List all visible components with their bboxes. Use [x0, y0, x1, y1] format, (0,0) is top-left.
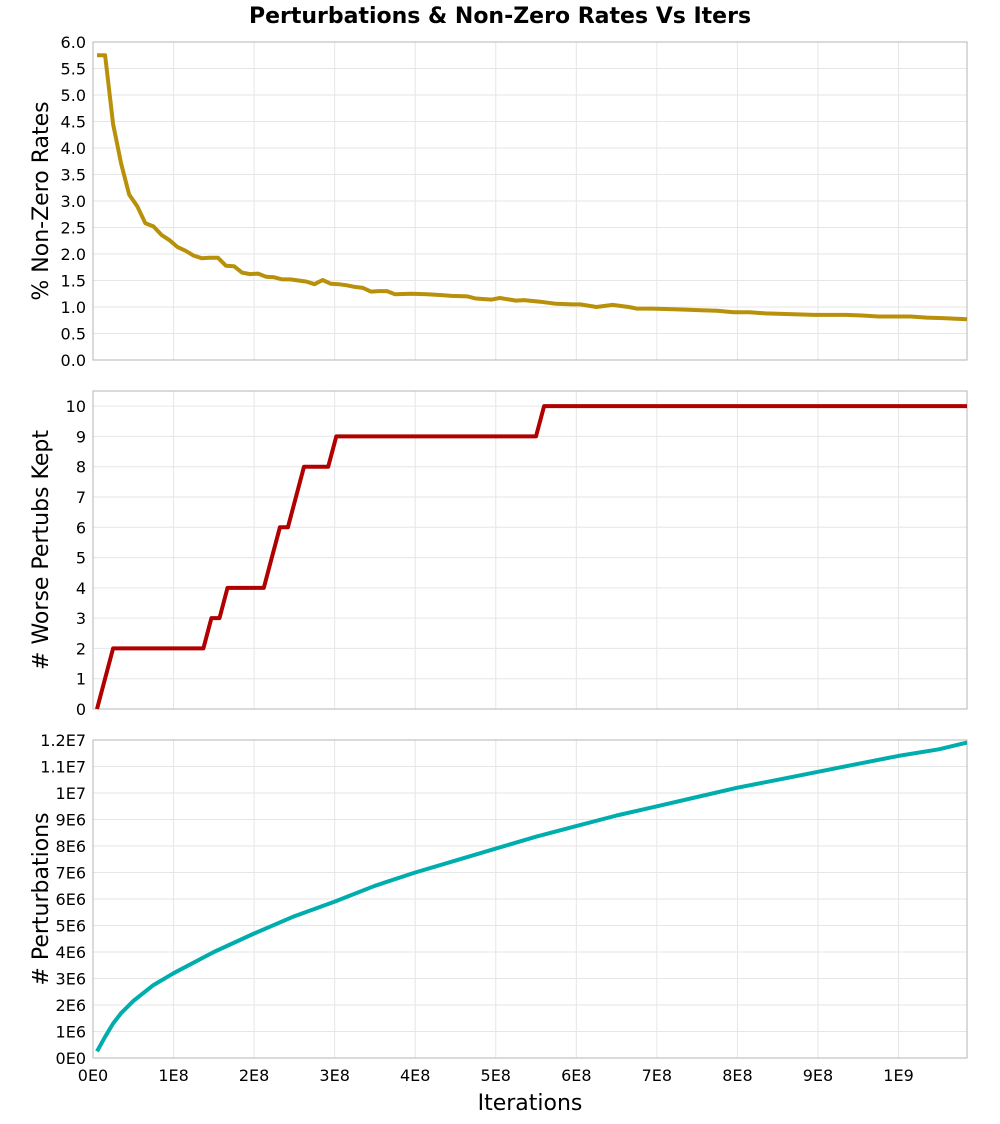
y-axis-label: % Non-Zero Rates: [29, 101, 54, 300]
y-tick-label: 3.5: [61, 166, 86, 185]
y-tick-label: 6: [76, 518, 86, 537]
x-axis-label: Iterations: [478, 1091, 583, 1116]
y-tick-label: 2: [76, 639, 86, 658]
y-tick-label: 1E7: [56, 784, 86, 803]
x-tick-label: 8E8: [722, 1066, 752, 1085]
y-tick-label: 5.0: [61, 86, 86, 105]
y-axis-label: # Perturbations: [29, 812, 54, 985]
y-tick-label: 1: [76, 670, 86, 689]
y-tick-label: 1.0: [61, 298, 86, 317]
y-tick-label: 3.0: [61, 192, 86, 211]
x-tick-label: 2E8: [239, 1066, 269, 1085]
y-tick-label: 6.0: [61, 33, 86, 52]
y-tick-label: 9: [76, 427, 86, 446]
y-tick-label: 0E0: [56, 1049, 86, 1068]
x-tick-label: 6E8: [561, 1066, 591, 1085]
y-tick-label: 9E6: [56, 811, 86, 830]
y-tick-label: 2E6: [56, 996, 86, 1015]
x-tick-label: 4E8: [400, 1066, 430, 1085]
panel-3: 0E0 1E6 2E6 3E6 4E6 5E6 6E6 7E6 8E6 9E6 1E7 1.1E7 1.…: [29, 731, 968, 1068]
y-tick-label: 0.0: [61, 351, 86, 370]
y-tick-label: 5.5: [61, 60, 86, 79]
y-tick-label: 3E6: [56, 970, 86, 989]
x-tick-label: 7E8: [642, 1066, 672, 1085]
y-tick-label: 7: [76, 488, 86, 507]
y-tick-label: 2.5: [61, 219, 86, 238]
y-tick-label: 1.1E7: [40, 758, 86, 777]
y-tick-label: 2.0: [61, 245, 86, 264]
y-tick-label: 8: [76, 458, 86, 477]
chart-title: Perturbations & Non-Zero Rates Vs Iters: [249, 4, 751, 29]
plot-frame: [92, 390, 968, 710]
series-line: [97, 53, 968, 322]
y-tick-label: 5: [76, 549, 86, 568]
x-tick-label: 5E8: [481, 1066, 511, 1085]
y-tick-label: 7E6: [56, 864, 86, 883]
series-line: [95, 740, 968, 1053]
y-tick-label: 0: [76, 700, 86, 719]
y-tick-label: 4E6: [56, 943, 86, 962]
y-tick-label: 1.5: [61, 272, 86, 291]
series-line: [95, 404, 967, 710]
chart-panels: 0.0 0.5 1.0 1.5 2.0 2.5 3.0 3.5 4.0 4.5 5.0 5.5 6.0%…: [29, 33, 968, 1085]
plot-frame: [92, 41, 968, 361]
panel-1: 0.0 0.5 1.0 1.5 2.0 2.5 3.0 3.5 4.0 4.5 5.0 5.5 6.0%…: [29, 33, 968, 370]
plot-frame: [92, 739, 968, 1059]
y-tick-label: 4.0: [61, 139, 86, 158]
panel-2: 0 1 2 3 4 5 6 7 8 9 10 # Worse Pertubs Kept: [29, 390, 968, 719]
x-tick-label: 1E9: [883, 1066, 913, 1085]
x-tick-label: 3E8: [319, 1066, 349, 1085]
x-tick-label: 1E8: [158, 1066, 188, 1085]
y-tick-label: 3: [76, 609, 86, 628]
y-tick-label: 10: [66, 397, 86, 416]
y-tick-label: 4: [76, 579, 86, 598]
x-tick-label: 0E0: [78, 1066, 108, 1085]
y-tick-label: 1E6: [56, 1023, 86, 1042]
y-tick-label: 8E6: [56, 837, 86, 856]
y-tick-label: 1.2E7: [40, 731, 86, 750]
y-tick-label: 0.5: [61, 325, 86, 344]
y-axis-label: # Worse Pertubs Kept: [29, 430, 54, 670]
y-tick-label: 4.5: [61, 113, 86, 132]
y-tick-label: 6E6: [56, 890, 86, 909]
x-tick-label: 9E8: [803, 1066, 833, 1085]
y-tick-label: 5E6: [56, 917, 86, 936]
